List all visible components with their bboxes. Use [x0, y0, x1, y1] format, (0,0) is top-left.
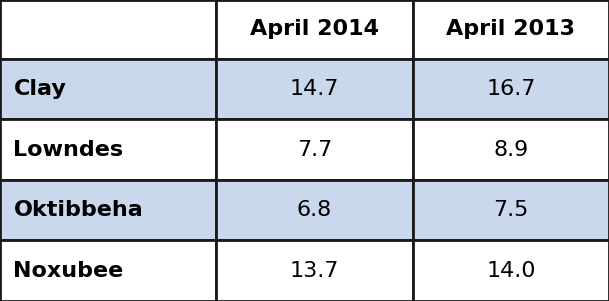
Bar	[0, 180, 216, 240]
Bar	[413, 119, 609, 180]
Text: 14.7: 14.7	[290, 79, 339, 99]
Text: Lowndes: Lowndes	[13, 140, 124, 160]
Text: April 2014: April 2014	[250, 19, 379, 39]
Bar	[0, 0, 216, 59]
Text: 6.8: 6.8	[297, 200, 332, 220]
Text: 8.9: 8.9	[493, 140, 529, 160]
Bar	[216, 59, 413, 119]
Bar	[216, 0, 413, 59]
Text: 7.7: 7.7	[297, 140, 332, 160]
Text: 7.5: 7.5	[493, 200, 529, 220]
Bar	[0, 240, 216, 301]
Bar	[216, 180, 413, 240]
Bar	[0, 59, 216, 119]
Bar	[413, 180, 609, 240]
Text: 16.7: 16.7	[486, 79, 536, 99]
Text: 14.0: 14.0	[486, 261, 536, 281]
Bar	[413, 59, 609, 119]
Bar	[216, 119, 413, 180]
Text: Noxubee: Noxubee	[13, 261, 124, 281]
Text: Clay: Clay	[13, 79, 66, 99]
Bar	[216, 240, 413, 301]
Bar	[413, 240, 609, 301]
Text: 13.7: 13.7	[290, 261, 339, 281]
Text: Oktibbeha: Oktibbeha	[13, 200, 143, 220]
Text: April 2013: April 2013	[446, 19, 576, 39]
Bar	[413, 0, 609, 59]
Bar	[0, 119, 216, 180]
